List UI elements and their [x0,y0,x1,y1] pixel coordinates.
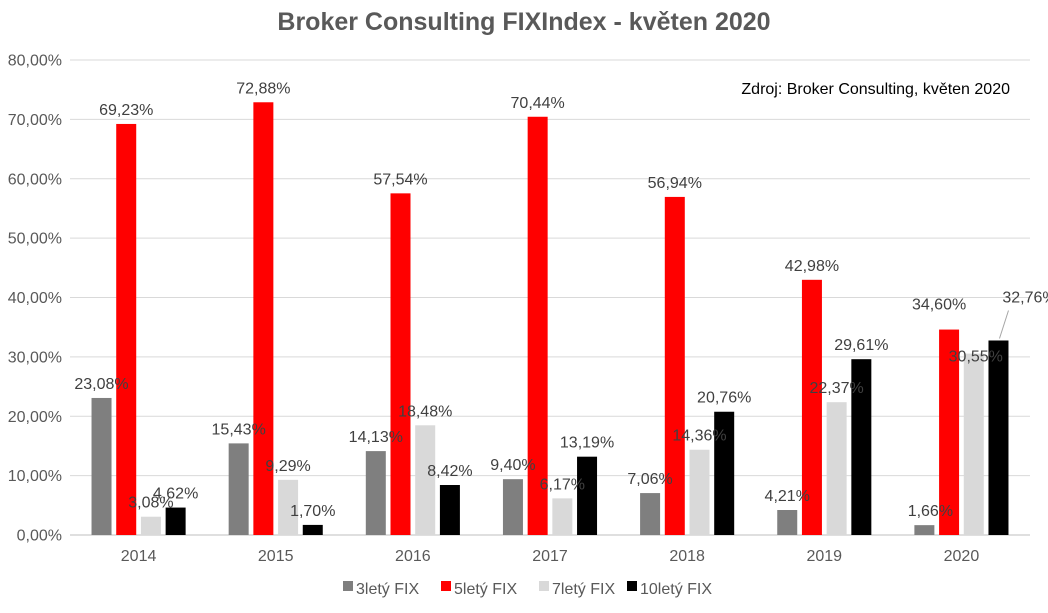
legend-swatch [539,581,549,591]
x-tick-label: 2019 [806,548,842,565]
data-label: 30,55% [949,349,1003,366]
bar [415,425,436,535]
bar [851,359,872,535]
chart-title: Broker Consulting FIXIndex - květen 2020 [277,8,770,36]
y-tick-label: 60,00% [8,171,62,188]
data-label: 18,48% [398,403,452,420]
data-label: 20,76% [697,390,751,407]
bar [278,479,299,535]
data-label: 29,61% [834,337,888,354]
bar [140,516,161,535]
data-label: 1,70% [290,503,335,520]
bar [552,498,573,535]
legend: 3letý FIX 5letý FIX 7letý FIX 10letý FIX [343,581,712,598]
legend-label: 10letý FIX [640,581,712,598]
data-label: 22,37% [810,380,864,397]
bar [963,353,984,535]
data-label: 56,94% [648,175,702,192]
bar [714,411,735,535]
bar [640,493,661,535]
data-label: 70,44% [511,95,565,112]
bar [777,510,798,535]
y-tick-label: 80,00% [8,53,62,70]
bar [801,279,822,535]
data-labels: 23,08% 69,23% 3,08%4,62% 15,43% 72,88% 9,29% 1… [74,80,1048,520]
data-label: 32,76% [1002,289,1048,306]
data-label: 14,13% [349,429,403,446]
data-label: 3,08% [128,495,173,512]
x-tick-label: 2016 [395,548,431,565]
bar [502,479,523,535]
y-tick-label: 20,00% [8,409,62,426]
legend-swatch [441,581,451,591]
bar [390,193,411,535]
x-tick-label: 2018 [669,548,705,565]
y-tick-label: 30,00% [8,349,62,366]
bar [577,456,598,535]
bar [939,329,960,535]
source-note: Zdroj: Broker Consulting, květen 2020 [741,81,1010,98]
y-tick-label: 70,00% [8,112,62,129]
data-label: 34,60% [912,296,966,313]
y-tick-label: 0,00% [17,528,62,545]
x-tick-label: 2014 [121,548,157,565]
legend-label: 5letý FIX [454,581,517,598]
x-tick-label: 2015 [258,548,294,565]
bar [826,402,847,535]
bar [365,451,386,535]
data-label: 4,21% [765,488,810,505]
x-tick-label: 2017 [532,548,568,565]
bar [302,524,323,535]
data-label: 23,08% [74,376,128,393]
bar [689,449,710,535]
data-label: 9,40% [490,457,535,474]
data-label: 9,29% [265,458,310,475]
bar [664,196,685,535]
data-label: 57,54% [373,171,427,188]
bar [527,116,548,535]
legend-label: 3letý FIX [356,581,419,598]
x-axis-ticks: 2014 2015 2016 2017 2018 2019 2020 [121,548,980,565]
legend-swatch [627,581,637,591]
legend-label: 7letý FIX [552,581,615,598]
data-label: 42,98% [785,258,839,275]
data-label: 4,62% [153,486,198,503]
bar [914,525,935,535]
legend-swatch [343,581,353,591]
bar [165,507,186,535]
data-label: 6,17% [540,476,585,493]
bar [116,123,137,536]
y-tick-label: 10,00% [8,468,62,485]
leader-line [999,310,1009,339]
y-axis-ticks: 0,00% 10,00% 20,00% 30,00% 40,00% 50,00% 60,00… [8,53,62,545]
x-tick-label: 2020 [944,548,980,565]
bar [253,102,274,536]
data-label: 15,43% [212,421,266,438]
y-tick-label: 40,00% [8,290,62,307]
data-label: 14,36% [672,428,726,445]
bar [988,340,1009,535]
y-tick-label: 50,00% [8,231,62,248]
data-label: 69,23% [99,102,153,119]
bar [228,443,249,535]
data-label: 8,42% [427,463,472,480]
data-label: 13,19% [560,435,614,452]
bar [91,397,112,535]
leader-lines [999,310,1009,339]
data-label: 72,88% [236,80,290,97]
data-label: 1,66% [908,503,953,520]
bar [439,485,460,535]
bars [91,102,1009,536]
data-label: 7,06% [627,471,672,488]
